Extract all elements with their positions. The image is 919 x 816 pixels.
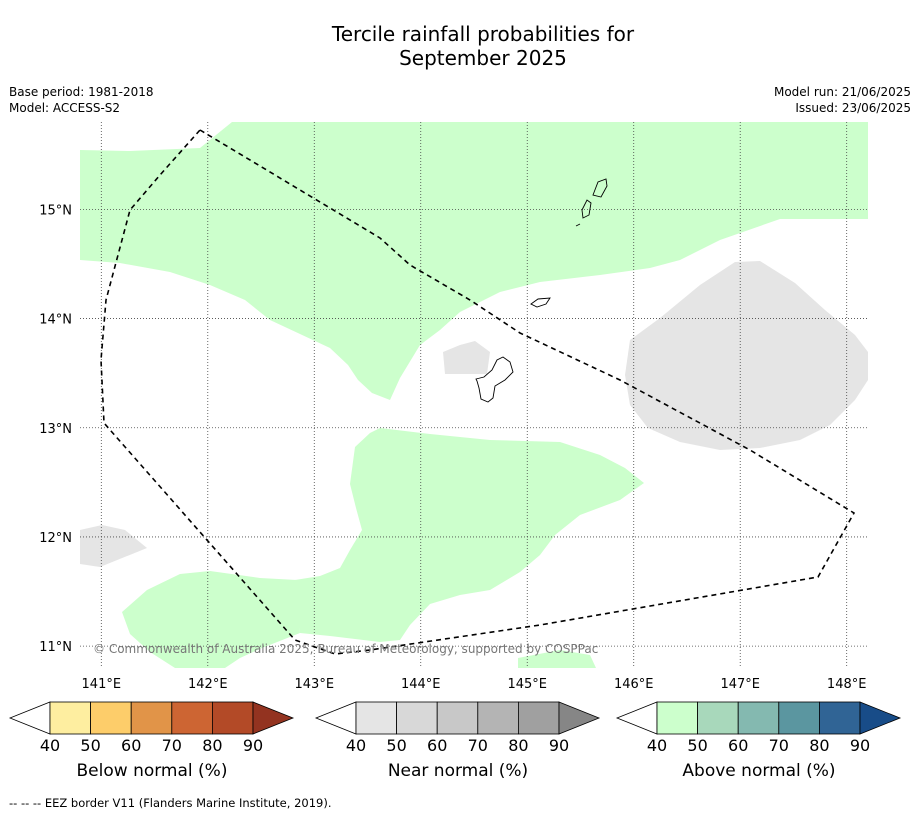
colorbar-1: 40 50 60 70 80 90	[314, 701, 601, 755]
colorbars: 40 50 60 70 80 90 40 50 60 70 80 90 40 50 60 70 80 90	[8, 701, 902, 755]
colorbar-title-below: Below normal (%)	[76, 761, 228, 781]
map-area	[80, 122, 868, 668]
lat-label: 13°N	[39, 422, 72, 437]
colorbar-tick-label: 60	[121, 736, 141, 755]
near-normal-region-center	[443, 341, 490, 374]
colorbar-segment	[130, 701, 173, 735]
colorbar-segment	[211, 701, 254, 735]
colorbar-tick-label: 40	[40, 736, 60, 755]
colorbar-2: 40 50 60 70 80 90	[615, 701, 902, 755]
colorbar-segment	[396, 701, 438, 735]
colorbar-extend-high	[859, 701, 902, 735]
islands	[475, 178, 608, 403]
near-normal-region-west	[80, 525, 147, 567]
island-tinian	[581, 199, 592, 219]
colorbar-tick-label: 40	[346, 736, 366, 755]
colorbar-extend-low	[8, 701, 51, 735]
near-normal-region-east	[625, 261, 868, 450]
island-aguijan	[575, 223, 581, 227]
lon-label: 142°E	[188, 677, 228, 692]
colorbar-segment	[90, 701, 132, 735]
meta-right: Model run: 21/06/2025 Issued: 23/06/2025	[774, 84, 911, 116]
colorbar-0: 40 50 60 70 80 90	[8, 701, 295, 755]
colorbar-tick-label: 50	[687, 736, 707, 755]
issued-date: Issued: 23/06/2025	[795, 101, 911, 115]
colorbar-segment	[355, 701, 397, 735]
colorbar-segment	[697, 701, 739, 735]
island-rota	[530, 297, 551, 308]
colorbar-title-above: Above normal (%)	[682, 761, 836, 781]
above-normal-region-south	[518, 650, 596, 668]
colorbar-tick-label: 50	[386, 736, 406, 755]
lon-label: 141°E	[82, 677, 122, 692]
colorbar-extend-high	[252, 701, 295, 735]
colorbar-extend-low	[615, 701, 658, 735]
colorbar-extend-high	[558, 701, 601, 735]
colorbar-tick-label: 70	[162, 736, 182, 755]
above-normal-region-north	[80, 122, 868, 400]
island-guam	[475, 356, 514, 403]
title-line-1: Tercile rainfall probabilities for	[331, 22, 635, 46]
lon-label: 148°E	[827, 677, 867, 692]
colorbar-tick-label: 70	[769, 736, 789, 755]
map-title: Tercile rainfall probabilities for Septe…	[0, 22, 919, 70]
eez-border	[100, 128, 856, 655]
lat-label: 11°N	[39, 640, 72, 655]
colorbar-segment	[436, 701, 479, 735]
colorbar-tick-label: 90	[850, 736, 870, 755]
lon-label: 143°E	[295, 677, 335, 692]
model-name: Model: ACCESS-S2	[9, 101, 121, 115]
colorbar-segment	[656, 701, 698, 735]
colorbar-segment	[477, 701, 519, 735]
colorbar-tick-label: 90	[243, 736, 263, 755]
colorbar-tick-label: 70	[468, 736, 488, 755]
lat-label: 12°N	[39, 531, 72, 546]
colorbar-tick-label: 90	[549, 736, 569, 755]
colorbar-tick-label: 40	[647, 736, 667, 755]
lon-label: 146°E	[614, 677, 654, 692]
base-period: Base period: 1981-2018	[9, 85, 154, 99]
colorbar-tick-label: 60	[728, 736, 748, 755]
longitude-labels: 141°E 142°E 143°E 144°E 145°E 146°E 147°E 148°E	[82, 677, 867, 692]
meta-left: Base period: 1981-2018 Model: ACCESS-S2	[9, 84, 154, 116]
colorbar-segment	[819, 701, 861, 735]
colorbar-segment	[49, 701, 91, 735]
copyright-notice: © Commonwealth of Australia 2025, Bureau…	[93, 642, 598, 656]
colorbar-extend-low	[314, 701, 357, 735]
lon-label: 147°E	[720, 677, 760, 692]
map-gridlines	[80, 122, 868, 668]
latitude-labels: 11°N 12°N 13°N 14°N 15°N	[39, 203, 72, 655]
colorbar-segment	[737, 701, 780, 735]
footer-note: -- -- -- EEZ border V11 (Flanders Marine…	[9, 796, 332, 810]
colorbar-tick-label: 80	[202, 736, 222, 755]
colorbar-segment	[171, 701, 213, 735]
lon-label: 145°E	[507, 677, 547, 692]
lon-label: 144°E	[401, 677, 441, 692]
colorbar-tick-label: 60	[427, 736, 447, 755]
colorbar-segment	[518, 701, 560, 735]
colorbar-segment	[778, 701, 820, 735]
colorbar-tick-label: 80	[809, 736, 829, 755]
island-saipan	[592, 178, 608, 198]
colorbar-tick-label: 80	[508, 736, 528, 755]
colorbar-title-near: Near normal (%)	[387, 761, 529, 781]
colorbar-tick-label: 50	[80, 736, 100, 755]
lat-label: 14°N	[39, 313, 72, 328]
title-line-2: September 2025	[399, 46, 567, 70]
above-normal-region-central	[295, 428, 644, 642]
model-run: Model run: 21/06/2025	[773, 85, 911, 99]
lat-label: 15°N	[39, 203, 72, 218]
